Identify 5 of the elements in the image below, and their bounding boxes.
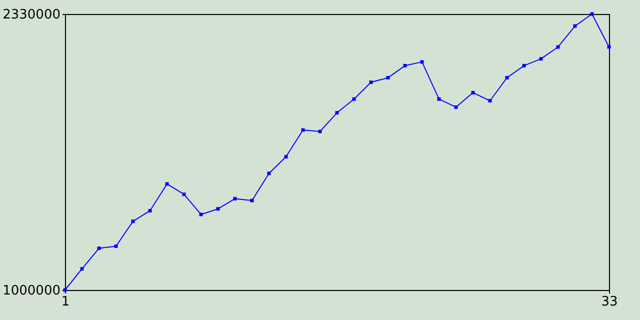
x-tick-label: 1 [61,294,70,310]
x-tick-label: 33 [601,294,618,310]
line-series [63,12,611,292]
y-tick-label: 1000000 [2,284,60,298]
y-tick-label: 2330000 [2,8,60,22]
